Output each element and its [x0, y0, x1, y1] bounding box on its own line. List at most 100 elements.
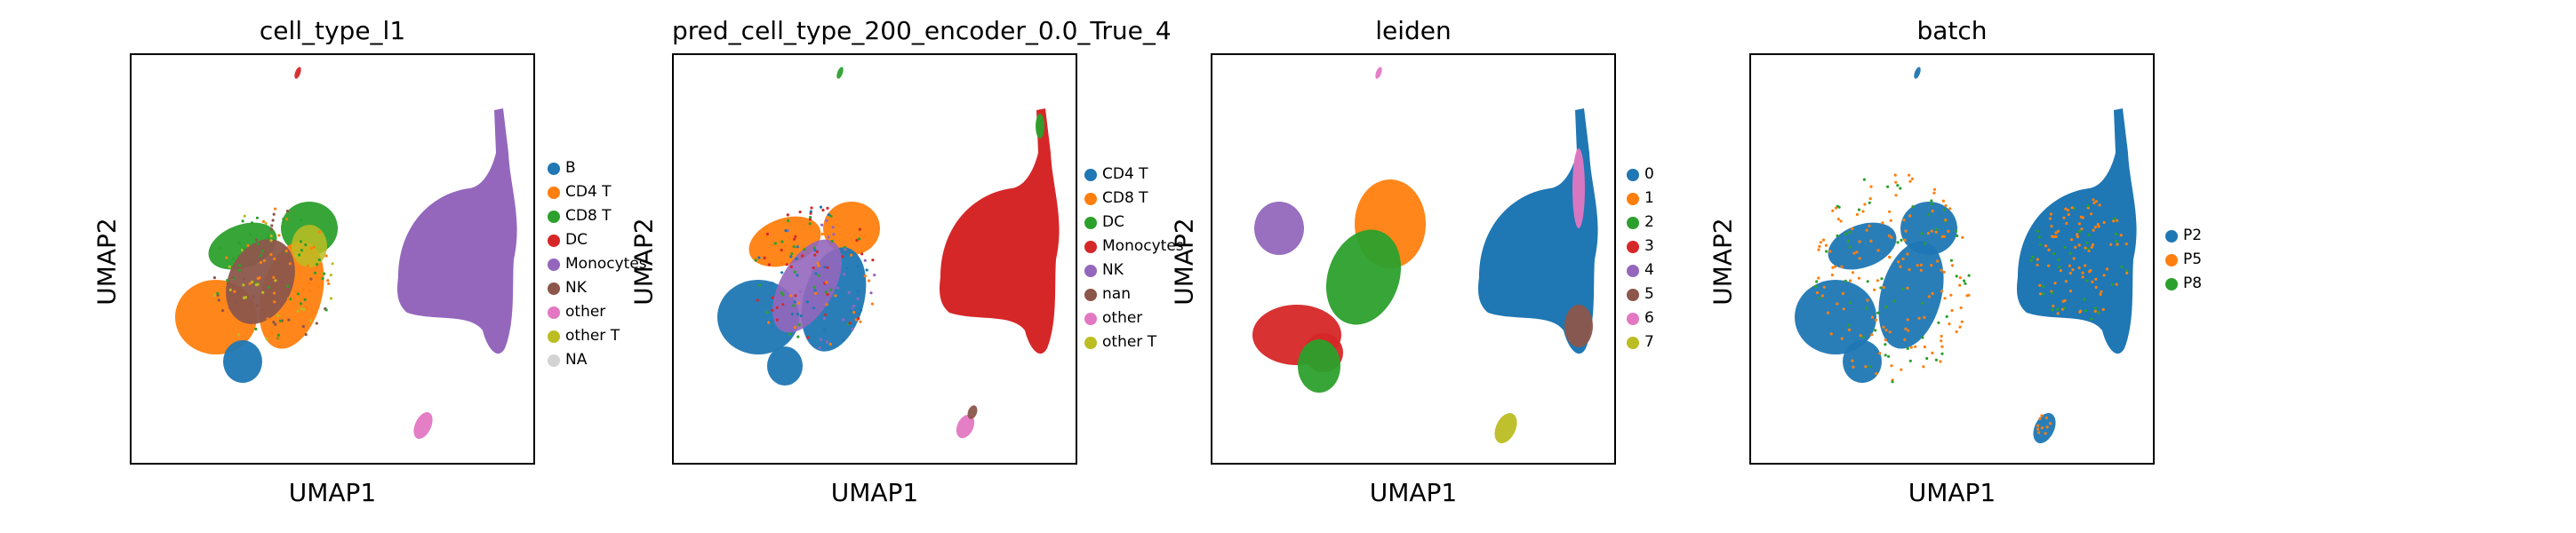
cell-point: [2063, 306, 2067, 310]
cell-point: [2091, 243, 2095, 247]
cell-point: [1830, 273, 1834, 277]
cell-point: [1852, 251, 1856, 255]
cell-point: [276, 333, 280, 337]
umap-panel-batch: batch UMAP1 UMAP2 P2 P5 P8: [1614, 0, 2236, 533]
cell-point: [771, 282, 774, 285]
legend-marker: [548, 306, 560, 319]
cell-point: [799, 314, 803, 318]
cell-point: [304, 243, 308, 247]
cell-point: [859, 308, 862, 312]
b-cluster: [223, 340, 262, 383]
cell-point: [284, 249, 288, 252]
cell-point: [277, 234, 281, 237]
cell-point: [236, 291, 240, 295]
legend-marker: [1084, 241, 1097, 253]
cell-point: [1941, 199, 1945, 203]
cell-point: [809, 210, 812, 213]
cell-point: [234, 300, 237, 305]
cell-point: [1862, 178, 1866, 181]
cell-point: [271, 219, 275, 222]
cell-point: [2102, 274, 2106, 277]
legend-marker: [1084, 337, 1097, 349]
cell-point: [2049, 422, 2052, 426]
legend-label: CD8 T: [565, 207, 612, 225]
cell-point: [2096, 223, 2100, 227]
cell-point: [780, 291, 783, 295]
cell-point: [309, 247, 313, 251]
cell-point: [754, 259, 757, 262]
cell-point: [300, 306, 303, 310]
cell-point: [771, 308, 774, 312]
cell-point: [1890, 364, 1893, 368]
cell-point: [789, 265, 793, 268]
cell-point: [818, 346, 821, 350]
cell-point: [1864, 365, 1868, 369]
cell-point: [2044, 416, 2048, 419]
cell-point: [830, 239, 834, 243]
cell-point: [1930, 199, 1933, 203]
legend-marker: [1627, 265, 1639, 277]
cell-point: [1903, 338, 1907, 341]
cell-point: [1848, 230, 1852, 235]
cell-point: [1884, 338, 1887, 342]
cell-point: [313, 271, 317, 274]
cell-point: [2093, 226, 2097, 229]
x-axis-label: UMAP1: [830, 478, 919, 507]
cell-point: [789, 255, 793, 259]
legend-marker: [548, 211, 560, 223]
cell-point: [827, 213, 830, 217]
cell-point: [831, 226, 835, 229]
cell-point: [230, 276, 234, 280]
cell-point: [260, 308, 265, 312]
legend-marker: [548, 282, 560, 295]
cell-point: [765, 232, 769, 236]
cell-point: [780, 248, 783, 252]
dc-island: [836, 67, 844, 79]
cell-point: [1836, 234, 1839, 238]
legend-marker: [1084, 265, 1097, 277]
cell-point: [2047, 264, 2051, 267]
cell-point: [786, 229, 789, 233]
cell-point: [815, 250, 819, 253]
cell-point: [820, 338, 823, 341]
legend-label: DC: [565, 231, 588, 249]
cell-point: [252, 295, 255, 298]
cell-point: [1908, 267, 1911, 272]
cell-point: [1940, 334, 1943, 338]
cell-point: [228, 306, 232, 310]
cell-point: [1900, 368, 1903, 371]
cell-point: [2049, 212, 2052, 216]
cell-point: [794, 294, 797, 298]
legend-marker: [1627, 217, 1639, 229]
cell-point: [1963, 279, 1966, 282]
cell-point: [306, 264, 309, 267]
cell-point: [808, 222, 812, 226]
dc-tip: [1036, 114, 1044, 139]
cell-point: [2087, 233, 2091, 236]
cell-point: [1904, 327, 1908, 330]
cell-point: [212, 276, 216, 280]
cell-point: [252, 262, 256, 266]
cell-point: [821, 208, 825, 212]
umap-panel-leiden: leiden UMAP1 UMAP2 0 1 2 3 4 5 6 7: [1076, 0, 1698, 533]
cell-point: [1940, 352, 1944, 355]
cell-point: [819, 205, 823, 209]
cell-point: [2090, 212, 2093, 216]
cell-point: [1876, 311, 1880, 314]
cell-point: [2047, 248, 2051, 251]
batch-cluster: [2017, 108, 2137, 354]
batch-cluster: [1843, 340, 1882, 383]
cell-point: [810, 206, 813, 210]
legend-marker: [1627, 241, 1639, 253]
cell-point: [309, 319, 313, 322]
cell-point: [1834, 265, 1837, 268]
cell-point: [1820, 294, 1824, 298]
cell-point: [255, 304, 259, 307]
cell-point: [793, 270, 796, 274]
cell-point: [269, 235, 273, 238]
cell-point: [809, 216, 812, 219]
cell-point: [829, 214, 833, 218]
cell-point: [813, 249, 817, 252]
cell-point: [249, 233, 252, 237]
legend-marker: [1084, 289, 1097, 301]
